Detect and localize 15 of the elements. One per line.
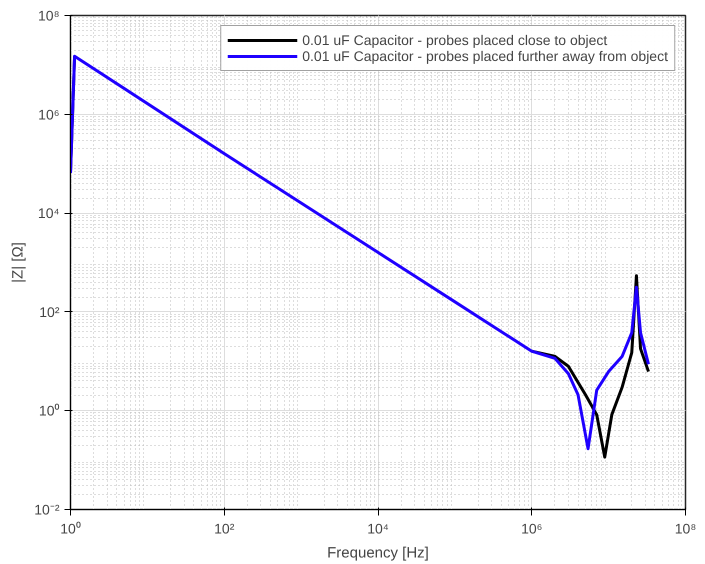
x-axis-title: Frequency [Hz]	[327, 544, 429, 562]
x-tick-label: 10⁰	[60, 520, 81, 536]
x-tick-label: 10⁴	[367, 520, 389, 536]
y-tick-label: 10⁻²	[34, 502, 60, 518]
x-tick-label: 10²	[214, 520, 235, 536]
y-tick-label: 10⁶	[38, 106, 60, 122]
y-tick-label: 10²	[39, 304, 60, 320]
y-tick-label: 10⁰	[38, 402, 60, 419]
x-tick-label: 10⁸	[674, 520, 696, 536]
y-tick-label: 10⁸	[38, 8, 60, 24]
legend-label: 0.01 uF Capacitor - probes placed close to object	[302, 32, 608, 48]
legend-label: 0.01 uF Capacitor - probes placed further away from object	[302, 48, 668, 64]
y-axis-title: |Z| [Ω]	[9, 242, 26, 283]
y-tick-label: 10⁴	[38, 205, 60, 222]
x-tick-label: 10⁶	[521, 520, 542, 536]
